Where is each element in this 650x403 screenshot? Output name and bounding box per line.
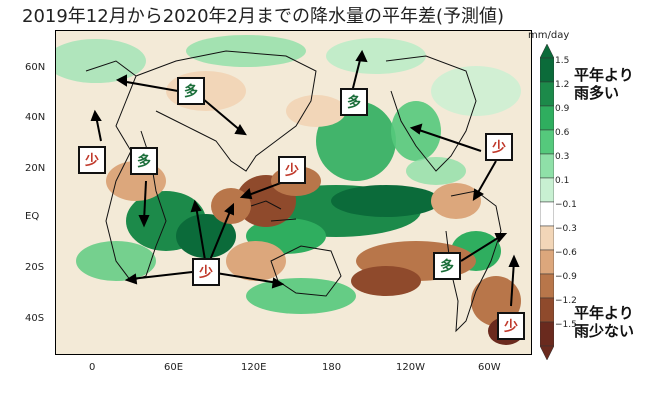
- lon-label: 60E: [164, 362, 184, 373]
- colorbar-tick-label: 0.6: [555, 128, 570, 138]
- wet-legend: 平年より 雨多い: [574, 66, 634, 102]
- lat-label: 20N: [25, 163, 46, 174]
- colorbar-segment: [540, 321, 554, 347]
- dry-legend-line1: 平年より: [574, 304, 634, 322]
- colorbar-tick-label: 0.3: [555, 152, 570, 162]
- wet-badge: 多: [433, 252, 461, 280]
- colorbar-segment: [540, 225, 554, 251]
- precipitation-anomaly-map: [55, 30, 532, 355]
- colorbar: [540, 44, 554, 360]
- dry-badge: 少: [278, 156, 306, 184]
- colorbar-top-arrow: [540, 44, 554, 59]
- colorbar-segment: [540, 81, 554, 107]
- lon-label: 120W: [396, 362, 425, 373]
- dry-badge: 少: [497, 312, 525, 340]
- dry-legend-line2: 雨少ない: [574, 322, 635, 340]
- wet-legend-line1: 平年より: [574, 66, 634, 84]
- colorbar-segment: [540, 105, 554, 131]
- dry-legend: 平年より 雨少ない: [574, 304, 634, 340]
- lat-label: 60N: [25, 62, 46, 73]
- colorbar-segment: [540, 177, 554, 203]
- colorbar-tick-label: −0.6: [555, 248, 577, 258]
- lon-label: 180: [322, 362, 342, 373]
- map-canvas: [56, 31, 531, 354]
- colorbar-tick-label: −0.1: [555, 200, 577, 210]
- dry-badge: 少: [485, 133, 513, 161]
- colorbar-tick-label: −1.2: [555, 296, 577, 306]
- lat-label: 40N: [25, 112, 46, 123]
- wet-badge: 多: [130, 147, 158, 175]
- colorbar-tick-label: 1.5: [555, 56, 570, 66]
- lat-label: 40S: [25, 313, 45, 324]
- annotation-arrows: [90, 49, 520, 307]
- colorbar-segment: [540, 57, 554, 83]
- wet-badge: 多: [340, 88, 368, 116]
- wet-legend-line2: 雨多い: [574, 84, 620, 102]
- unit-label: mm/day: [528, 30, 570, 41]
- colorbar-segment: [540, 297, 554, 323]
- page-title: 2019年12月から2020年2月までの降水量の平年差(予測値): [22, 6, 505, 27]
- colorbar-tick-label: 0.9: [555, 104, 570, 114]
- lat-label: EQ: [25, 211, 40, 222]
- colorbar-tick-label: −0.9: [555, 272, 577, 282]
- colorbar-segment: [540, 129, 554, 155]
- colorbar-tick-label: −1.5: [555, 320, 577, 330]
- colorbar-segment: [540, 249, 554, 275]
- lon-label: 120E: [241, 362, 267, 373]
- lat-label: 20S: [25, 262, 45, 273]
- wet-badge: 多: [177, 77, 205, 105]
- colorbar-tick-label: −0.3: [555, 224, 577, 234]
- dry-badge: 少: [192, 258, 220, 286]
- colorbar-segment: [540, 273, 554, 299]
- colorbar-tick-label: 1.2: [555, 80, 570, 90]
- colorbar-segment: [540, 153, 554, 179]
- colorbar-tick-label: 0.1: [555, 176, 570, 186]
- dry-badge: 少: [78, 146, 106, 174]
- colorbar-segment: [540, 201, 554, 227]
- lon-label: 60W: [478, 362, 501, 373]
- lon-label: 0: [89, 362, 96, 373]
- colorbar-bottom-arrow: [540, 345, 554, 360]
